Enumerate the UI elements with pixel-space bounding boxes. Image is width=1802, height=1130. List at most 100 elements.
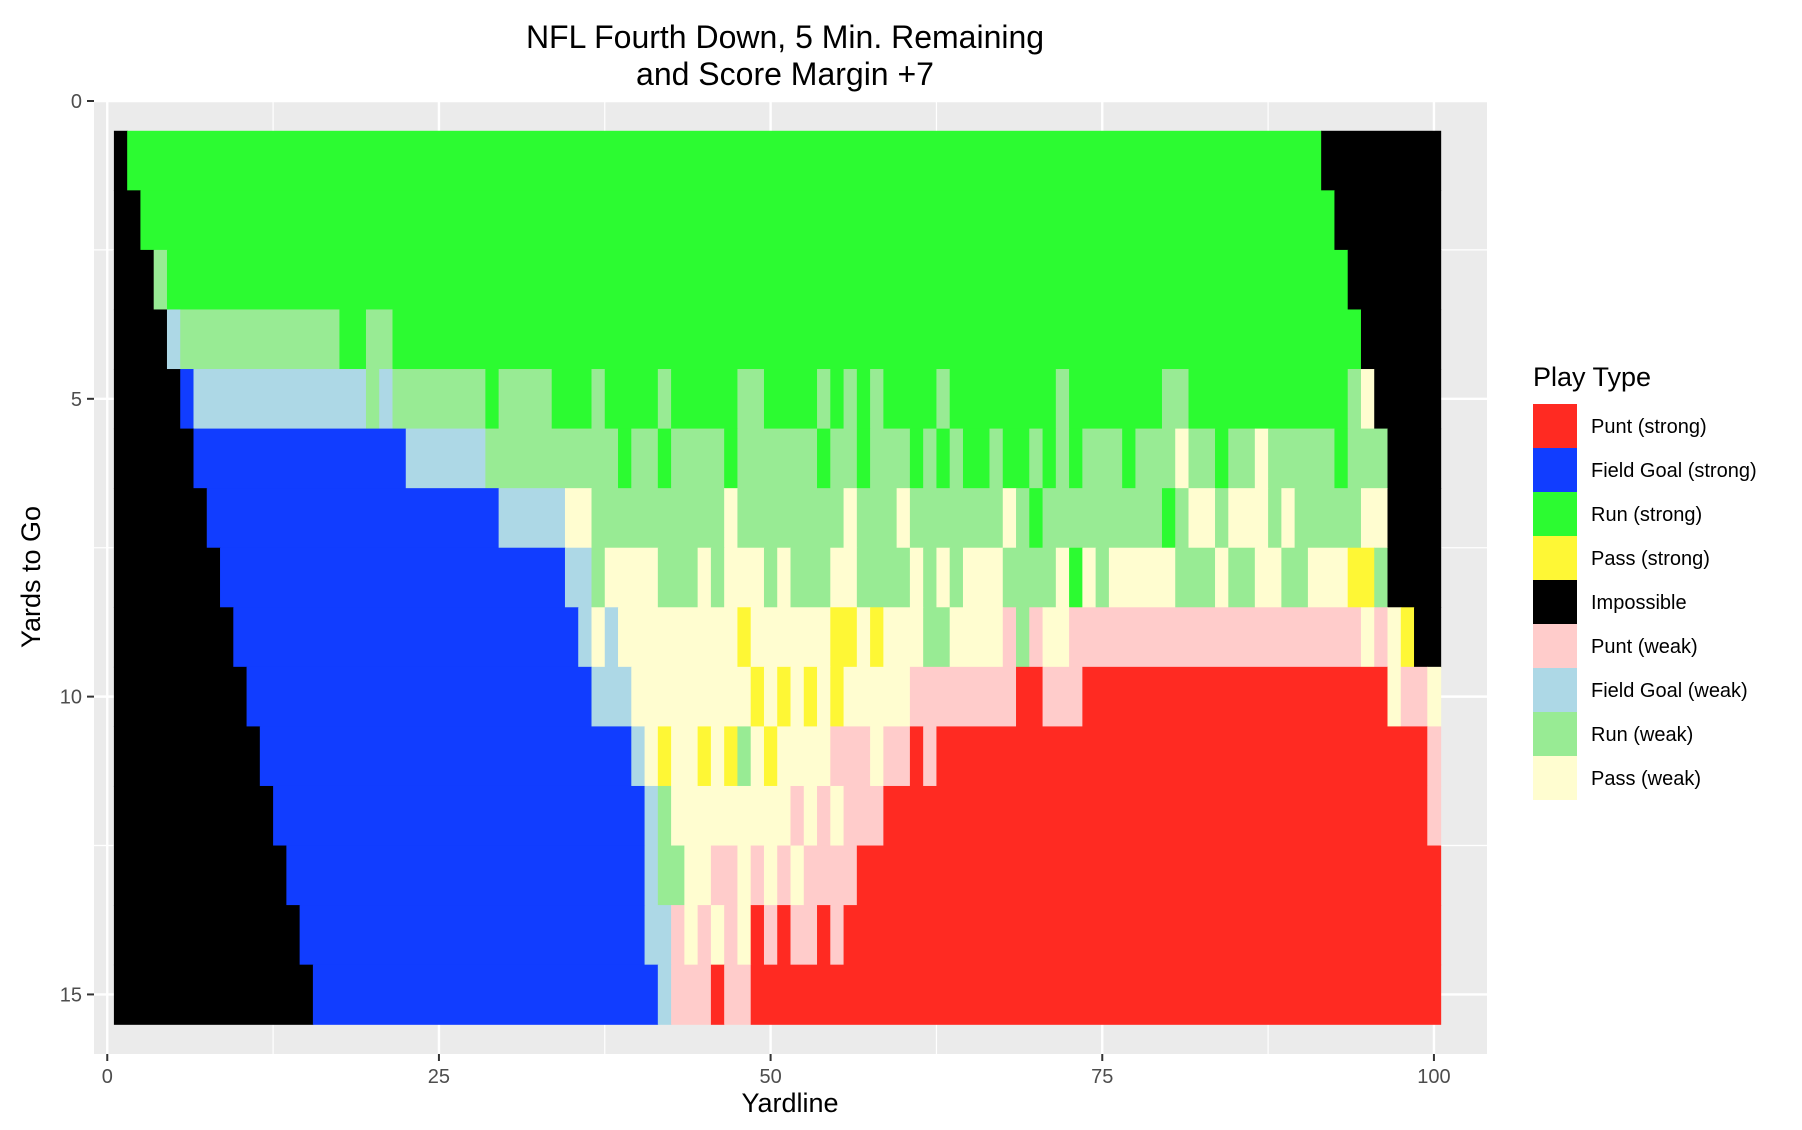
cell-run-weak xyxy=(1228,547,1256,608)
cell-run-weak xyxy=(1055,369,1070,430)
cell-pass-weak xyxy=(909,547,924,608)
x-axis-title: Yardline xyxy=(741,1088,838,1118)
cell-punt-weak xyxy=(671,964,712,1025)
cell-run-strong xyxy=(671,369,739,430)
cell-fg-weak xyxy=(193,369,367,430)
cell-run-strong xyxy=(817,428,831,489)
cell-punt-weak xyxy=(817,785,831,847)
cell-punt-weak xyxy=(1374,607,1389,668)
cell-run-strong xyxy=(949,369,1057,430)
cell-run-weak xyxy=(365,369,380,430)
cell-punt-weak xyxy=(790,905,818,966)
cell-run-strong xyxy=(962,428,991,489)
cell-run-weak xyxy=(949,428,964,489)
cell-pass-weak xyxy=(750,726,765,787)
cell-run-strong xyxy=(1042,428,1057,489)
cell-punt-weak xyxy=(830,726,871,787)
cell-run-strong xyxy=(724,428,739,489)
cell-pass-strong xyxy=(777,666,792,727)
cell-fg-weak xyxy=(657,964,672,1025)
cell-run-weak xyxy=(1281,547,1309,608)
legend-label-punt-weak: Punt (weak) xyxy=(1591,636,1698,658)
cell-run-weak xyxy=(843,369,858,430)
cell-run-strong xyxy=(392,309,1362,370)
cell-run-weak xyxy=(657,369,672,430)
cell-punt-weak xyxy=(843,785,884,847)
legend-key-fg-strong xyxy=(1533,448,1577,492)
cell-run-weak xyxy=(1215,488,1229,549)
cell-run-weak xyxy=(1294,488,1362,549)
cell-run-weak xyxy=(737,726,752,787)
cell-pass-weak xyxy=(1108,547,1176,608)
cell-run-weak xyxy=(1082,428,1123,489)
x-tick-label: 50 xyxy=(759,1066,781,1088)
cell-run-weak xyxy=(1095,547,1110,608)
cell-run-strong xyxy=(140,190,1336,251)
cell-run-weak xyxy=(1268,428,1336,489)
cell-run-weak xyxy=(153,249,168,311)
cell-run-strong xyxy=(1029,488,1044,549)
cell-run-strong xyxy=(1069,428,1083,489)
cell-pass-weak xyxy=(856,607,871,668)
cell-run-strong xyxy=(856,369,871,430)
cell-run-weak xyxy=(936,369,951,430)
cell-impossible xyxy=(1347,249,1442,311)
y-tick-label: 5 xyxy=(71,389,82,411)
y-tick-label: 10 xyxy=(60,687,82,709)
cell-pass-weak xyxy=(1281,488,1296,549)
cell-pass-strong xyxy=(870,607,884,668)
cell-pass-weak xyxy=(1055,547,1070,608)
cell-run-weak xyxy=(657,547,699,608)
legend-label-run-strong: Run (strong) xyxy=(1591,504,1702,526)
legend-key-run-strong xyxy=(1533,492,1577,536)
cell-pass-weak xyxy=(710,905,725,966)
cell-run-weak xyxy=(671,428,725,489)
cell-punt-weak xyxy=(923,726,938,787)
cell-fg-weak xyxy=(166,309,181,370)
cell-run-weak xyxy=(989,428,1004,489)
cell-run-weak xyxy=(1175,547,1216,608)
cell-impossible xyxy=(113,607,234,668)
cell-pass-weak xyxy=(843,488,858,549)
cell-punt-strong xyxy=(936,726,1428,787)
cell-punt-strong xyxy=(710,964,725,1025)
cell-run-weak xyxy=(392,369,486,430)
cell-punt-weak xyxy=(1029,607,1044,668)
cell-punt-strong xyxy=(909,726,924,787)
cell-impossible xyxy=(113,428,195,489)
cell-pass-weak xyxy=(591,607,606,668)
cell-run-weak xyxy=(1347,428,1389,489)
cell-fg-weak xyxy=(644,905,672,966)
cell-run-weak xyxy=(737,488,845,549)
cell-pass-weak xyxy=(1427,666,1442,727)
cell-fg-strong xyxy=(193,428,407,489)
chart-title-line-1: NFL Fourth Down, 5 Min. Remaining xyxy=(526,19,1044,55)
cell-fg-weak xyxy=(405,428,486,489)
cell-impossible xyxy=(1360,309,1442,370)
cell-pass-weak xyxy=(763,845,778,906)
cell-run-weak xyxy=(870,428,911,489)
cell-pass-weak xyxy=(684,845,712,906)
cell-impossible xyxy=(113,369,181,430)
cell-impossible xyxy=(113,964,314,1025)
cell-run-strong xyxy=(339,309,367,370)
cell-punt-weak xyxy=(790,785,805,847)
cell-pass-weak xyxy=(710,726,725,787)
cell-impossible xyxy=(113,249,155,311)
cell-punt-weak xyxy=(1069,607,1362,668)
cell-punt-weak xyxy=(1042,666,1083,727)
cell-pass-weak xyxy=(896,488,911,549)
legend-entries: Punt (strong) Field Goal (strong) Run (str… xyxy=(1533,404,1757,800)
cell-pass-strong xyxy=(750,666,765,727)
cell-run-weak xyxy=(631,428,659,489)
cell-pass-weak xyxy=(1002,488,1017,549)
cell-pass-weak xyxy=(604,547,659,608)
cell-punt-weak xyxy=(1002,607,1017,668)
cell-pass-weak xyxy=(671,726,699,787)
cell-run-strong xyxy=(166,249,1349,311)
cell-punt-weak xyxy=(724,905,739,966)
cell-pass-weak xyxy=(777,547,792,608)
cell-fg-weak xyxy=(498,488,566,549)
cell-impossible xyxy=(113,309,168,370)
